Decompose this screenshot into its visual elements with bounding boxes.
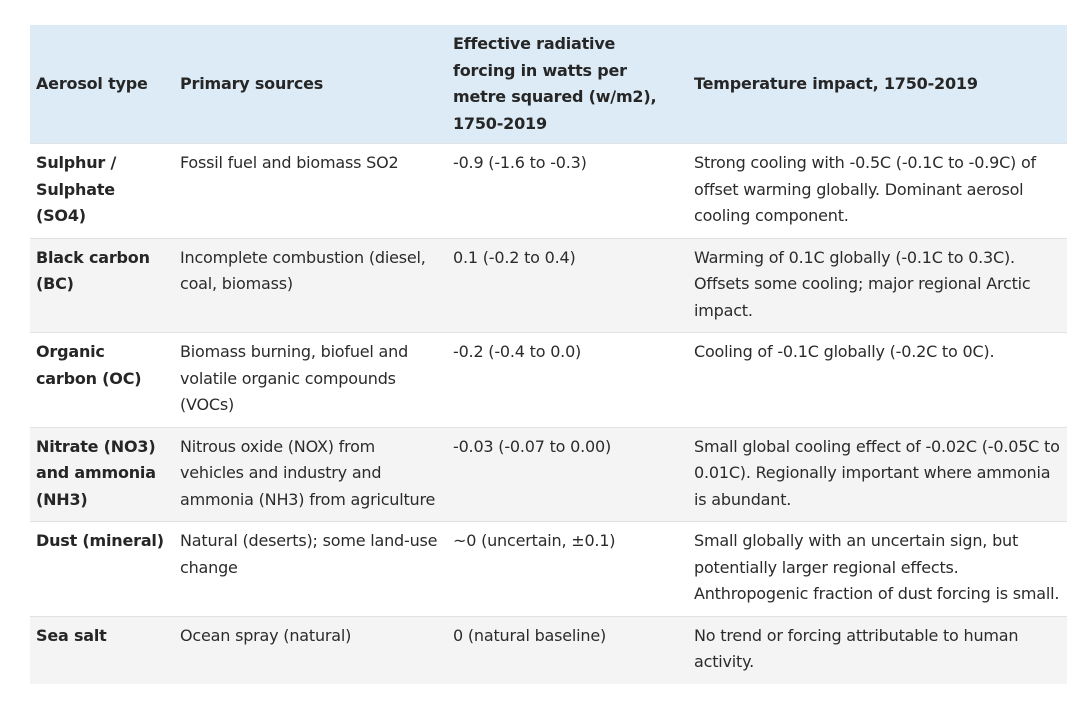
aerosol-table-container: Aerosol type Primary sources Effective r… bbox=[30, 25, 1067, 684]
table-row: Organic carbon (OC) Biomass burning, bio… bbox=[30, 332, 1067, 427]
table-row: Dust (mineral) Natural (deserts); some l… bbox=[30, 521, 1067, 616]
table-body: Sulphur / Sulphate (SO4) Fossil fuel and… bbox=[30, 143, 1067, 684]
cell-aerosol-type: Sulphur / Sulphate (SO4) bbox=[30, 143, 174, 238]
cell-radiative-forcing: ~0 (uncertain, ±0.1) bbox=[447, 521, 688, 616]
header-primary-sources: Primary sources bbox=[180, 73, 324, 93]
cell-primary-sources: Biomass burning, biofuel and volatile or… bbox=[174, 332, 447, 427]
cell-temperature-impact: Small globally with an uncertain sign, b… bbox=[688, 521, 1067, 616]
cell-temperature-impact: Small global cooling effect of -0.02C (-… bbox=[688, 426, 1067, 522]
cell-radiative-forcing: -0.9 (-1.6 to -0.3) bbox=[447, 143, 688, 238]
cell-radiative-forcing: 0.1 (-0.2 to 0.4) bbox=[447, 237, 688, 333]
cell-primary-sources: Nitrous oxide (NOX) from vehicles and in… bbox=[174, 426, 447, 522]
cell-aerosol-type: Sea salt bbox=[30, 615, 174, 684]
cell-radiative-forcing: -0.03 (-0.07 to 0.00) bbox=[447, 426, 688, 522]
cell-temperature-impact: Cooling of -0.1C globally (-0.2C to 0C). bbox=[688, 332, 1067, 427]
cell-aerosol-type: Nitrate (NO3) and ammonia (NH3) bbox=[30, 426, 174, 522]
header-radiative-forcing: Effective radiative forcing in watts per… bbox=[453, 34, 657, 133]
aerosol-table: Aerosol type Primary sources Effective r… bbox=[30, 25, 1067, 684]
cell-temperature-impact: Warming of 0.1C globally (-0.1C to 0.3C)… bbox=[688, 237, 1067, 333]
cell-primary-sources: Incomplete combustion (diesel, coal, bio… bbox=[174, 237, 447, 333]
cell-radiative-forcing: 0 (natural baseline) bbox=[447, 615, 688, 684]
cell-aerosol-type: Dust (mineral) bbox=[30, 521, 174, 616]
header-temperature-impact: Temperature impact, 1750-2019 bbox=[694, 73, 978, 93]
cell-temperature-impact: No trend or forcing attributable to huma… bbox=[688, 615, 1067, 684]
table-row: Sulphur / Sulphate (SO4) Fossil fuel and… bbox=[30, 143, 1067, 238]
table-row: Black carbon (BC) Incomplete combustion … bbox=[30, 237, 1067, 333]
header-aerosol-type: Aerosol type bbox=[36, 73, 148, 93]
table-row: Sea salt Ocean spray (natural) 0 (natura… bbox=[30, 615, 1067, 684]
cell-primary-sources: Ocean spray (natural) bbox=[174, 615, 447, 684]
cell-radiative-forcing: -0.2 (-0.4 to 0.0) bbox=[447, 332, 688, 427]
table-header: Aerosol type Primary sources Effective r… bbox=[30, 25, 1067, 144]
cell-temperature-impact: Strong cooling with -0.5C (-0.1C to -0.9… bbox=[688, 143, 1067, 238]
table-row: Nitrate (NO3) and ammonia (NH3) Nitrous … bbox=[30, 426, 1067, 522]
cell-aerosol-type: Black carbon (BC) bbox=[30, 237, 174, 333]
cell-primary-sources: Natural (deserts); some land-use change bbox=[174, 521, 447, 616]
cell-primary-sources: Fossil fuel and biomass SO2 bbox=[174, 143, 447, 238]
header-row: Aerosol type Primary sources Effective r… bbox=[30, 25, 1067, 144]
cell-aerosol-type: Organic carbon (OC) bbox=[30, 332, 174, 427]
